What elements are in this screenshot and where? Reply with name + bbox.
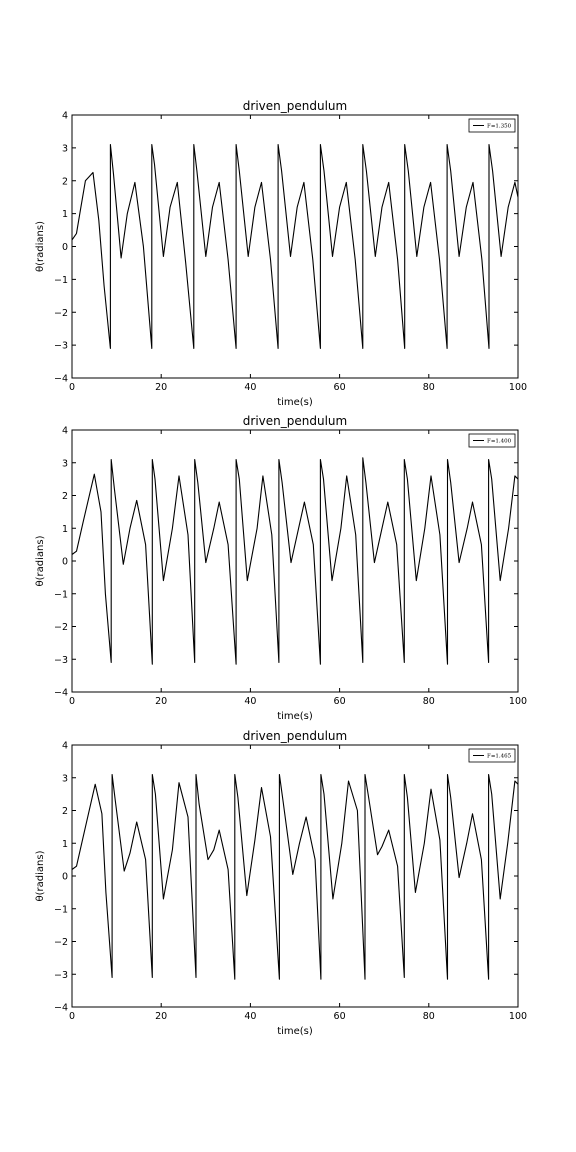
x-tick-label: 20 bbox=[155, 1011, 167, 1022]
chart-title: driven_pendulum bbox=[243, 99, 347, 113]
x-axis-label: time(s) bbox=[277, 397, 313, 408]
y-tick-label: 0 bbox=[62, 242, 68, 253]
x-tick-label: 80 bbox=[423, 696, 435, 707]
chart-3: driven_pendulum 0 20 40 60 80 100 −4 −3 −2 −1 0 1 2 3 4… bbox=[35, 729, 527, 1037]
y-tick-label: −2 bbox=[54, 937, 68, 948]
y-tick-label: 4 bbox=[62, 111, 68, 122]
chart-title: driven_pendulum bbox=[243, 414, 347, 428]
x-tick-label: 40 bbox=[244, 1011, 256, 1022]
legend-box bbox=[468, 118, 516, 133]
legend-label: F=1.400 bbox=[487, 439, 512, 445]
y-tick-label: −4 bbox=[54, 688, 68, 699]
y-tick-label: −1 bbox=[54, 904, 68, 915]
y-tick-label: −2 bbox=[54, 308, 68, 319]
y-tick-label: 1 bbox=[62, 524, 68, 535]
legend-label: F=1.465 bbox=[487, 754, 512, 760]
legend-label: F=1.350 bbox=[487, 124, 512, 130]
x-axis-label: time(s) bbox=[277, 711, 313, 722]
x-tick-label: 0 bbox=[69, 696, 75, 707]
y-axis-label: θ(radians) bbox=[35, 221, 46, 272]
y-tick-label: 3 bbox=[62, 458, 68, 469]
x-tick-label: 0 bbox=[69, 1011, 75, 1022]
y-tick-label: 0 bbox=[62, 872, 68, 883]
x-tick-label: 80 bbox=[423, 1011, 435, 1022]
y-tick-label: −1 bbox=[54, 275, 68, 286]
series-line bbox=[71, 457, 519, 665]
y-tick-label: −4 bbox=[54, 1003, 68, 1014]
y-axis-label: θ(radians) bbox=[35, 535, 46, 586]
y-tick-label: −4 bbox=[54, 374, 68, 385]
y-tick-label: 1 bbox=[62, 209, 68, 220]
y-tick-label: −2 bbox=[54, 622, 68, 633]
y-tick-label: −1 bbox=[54, 589, 68, 600]
series-line bbox=[71, 144, 519, 349]
legend-box bbox=[468, 433, 516, 448]
y-tick-label: −3 bbox=[54, 655, 68, 666]
legend: F=1.350 bbox=[468, 118, 516, 133]
y-tick-label: 4 bbox=[62, 426, 68, 437]
x-axis-label: time(s) bbox=[277, 1026, 313, 1037]
x-tick-label: 60 bbox=[334, 382, 346, 393]
x-tick-label: 20 bbox=[155, 696, 167, 707]
x-tick-label: 40 bbox=[244, 696, 256, 707]
y-tick-label: −3 bbox=[54, 341, 68, 352]
x-tick-label: 60 bbox=[334, 1011, 346, 1022]
legend: F=1.400 bbox=[468, 433, 516, 448]
x-tick-label: 100 bbox=[509, 696, 527, 707]
y-axis-label: θ(radians) bbox=[35, 850, 46, 901]
x-tick-label: 80 bbox=[423, 382, 435, 393]
x-tick-label: 40 bbox=[244, 382, 256, 393]
x-tick-label: 100 bbox=[509, 1011, 527, 1022]
legend: F=1.465 bbox=[468, 748, 516, 763]
y-tick-label: 2 bbox=[62, 806, 68, 817]
chart-1: driven_pendulum 0 20 40 60 80 100 −4 −3 −2 −1 0 1 2 3 4… bbox=[35, 99, 527, 408]
y-tick-label: 3 bbox=[62, 773, 68, 784]
y-tick-label: −3 bbox=[54, 970, 68, 981]
x-tick-label: 20 bbox=[155, 382, 167, 393]
y-tick-label: 0 bbox=[62, 557, 68, 568]
y-tick-label: 4 bbox=[62, 741, 68, 752]
y-tick-label: 3 bbox=[62, 143, 68, 154]
x-tick-label: 0 bbox=[69, 382, 75, 393]
y-tick-label: 1 bbox=[62, 839, 68, 850]
y-tick-label: 2 bbox=[62, 176, 68, 187]
legend-box bbox=[468, 748, 516, 763]
chart-title: driven_pendulum bbox=[243, 729, 347, 743]
chart-2: driven_pendulum 0 20 40 60 80 100 −4 −3 −2 −1 0 1 2 3 4… bbox=[35, 414, 527, 722]
x-tick-label: 100 bbox=[509, 382, 527, 393]
series-line bbox=[71, 773, 519, 980]
y-tick-label: 2 bbox=[62, 491, 68, 502]
x-tick-label: 60 bbox=[334, 696, 346, 707]
